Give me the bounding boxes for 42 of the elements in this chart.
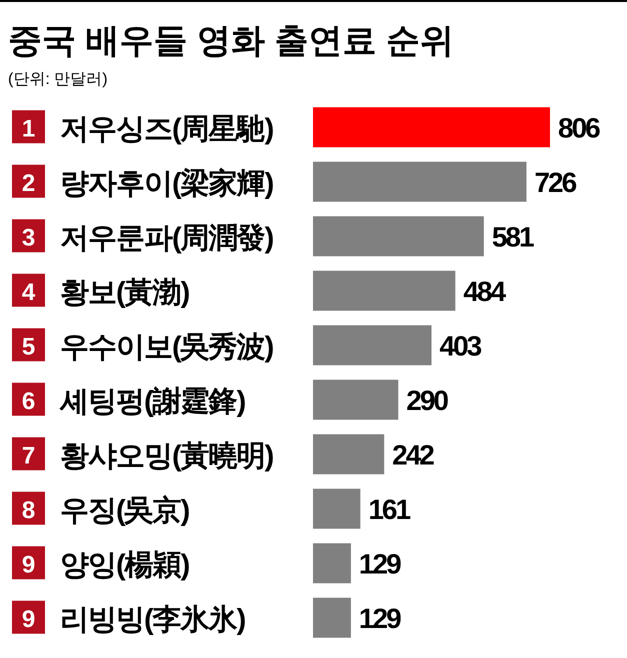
y-tick-label: 양잉(楊穎) (60, 549, 190, 582)
text: 1 (22, 115, 36, 142)
text: 4 (22, 278, 36, 306)
data-label: 484 (463, 276, 506, 307)
data-label: 290 (406, 384, 448, 416)
y-tick-label: 저우싱즈(周星馳) (60, 113, 274, 146)
text: 6 (22, 388, 36, 415)
bar (313, 216, 484, 256)
text: 8 (22, 496, 36, 524)
data-label: 129 (358, 548, 402, 580)
bar (313, 107, 550, 148)
data-label: 806 (558, 112, 600, 144)
data-label: 403 (440, 330, 482, 362)
data-label: 581 (492, 221, 534, 252)
y-tick-label: 량자후이(梁家輝) (60, 166, 274, 200)
data-label: 161 (368, 494, 410, 525)
data-label: 726 (534, 166, 577, 198)
text: 3 (22, 224, 36, 252)
y-tick-label: 황샤오밍(黃曉明) (60, 440, 274, 472)
y-tick-label: 셰팅펑(謝霆鋒) (59, 386, 246, 418)
bar (313, 270, 456, 311)
bar (313, 325, 432, 366)
text: 7 (22, 442, 36, 470)
y-tick-label: 우징(吳京) (60, 494, 190, 527)
data-label: 242 (392, 439, 434, 470)
bar (313, 162, 526, 202)
chart-title: 중국 배우들 영화 출연료 순위 (8, 22, 454, 60)
bar (313, 598, 351, 638)
y-tick-label: 리빙빙(李氷氷) (60, 604, 246, 636)
y-tick-label: 우수이보(吳秀波) (60, 331, 274, 364)
text: 9 (22, 551, 36, 578)
bar (313, 543, 351, 584)
bar (313, 488, 360, 529)
data-label: 129 (358, 602, 402, 634)
bar (313, 434, 384, 474)
text: (단위: 만달러) (8, 71, 108, 88)
y-tick-label: 황보(黃渤) (60, 276, 190, 309)
bar (313, 380, 398, 420)
text: 2 (22, 170, 36, 197)
text: 5 (22, 333, 36, 360)
y-tick-label: 저우룬파(周潤發) (60, 222, 274, 254)
text: 9 (22, 606, 36, 633)
